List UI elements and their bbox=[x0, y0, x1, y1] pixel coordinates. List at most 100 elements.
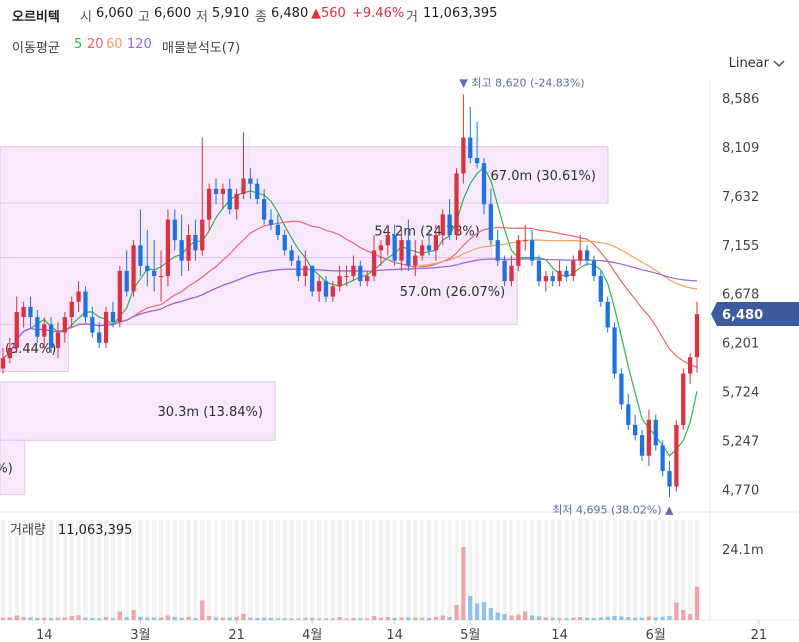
volume-bar-bg bbox=[385, 520, 390, 617]
candle-body bbox=[413, 255, 418, 266]
high-label: 고 bbox=[138, 10, 150, 25]
candle-body bbox=[550, 276, 555, 282]
volume-bar-bg bbox=[275, 520, 280, 619]
volume-bar-bg bbox=[639, 520, 645, 618]
candle-body bbox=[200, 219, 205, 251]
volume-bar bbox=[598, 617, 603, 620]
candle-body bbox=[488, 204, 493, 241]
volume-bar bbox=[358, 618, 363, 620]
volume-bar-bg bbox=[406, 520, 411, 618]
chevron-down-icon[interactable] bbox=[771, 55, 787, 71]
volume-bar-bg bbox=[605, 520, 610, 617]
candle-body bbox=[165, 219, 171, 277]
volume-bar bbox=[605, 616, 610, 620]
candle-body bbox=[619, 373, 624, 405]
candle-body bbox=[158, 276, 164, 278]
volume-bar bbox=[200, 600, 205, 620]
volume-bar-bg bbox=[344, 520, 349, 619]
volume-bar-bg bbox=[378, 520, 384, 618]
volume-bar-bg bbox=[420, 520, 425, 618]
open-label: 시 bbox=[80, 10, 92, 25]
volume-bar bbox=[310, 617, 315, 620]
candle-body bbox=[110, 312, 116, 323]
volume-bar-bg bbox=[646, 520, 652, 617]
candle-body bbox=[48, 324, 54, 348]
volume-profile-label: 2.73m (1.25%) bbox=[0, 462, 13, 477]
volume-bar-bg bbox=[14, 520, 19, 616]
x-tick-label: 6월 bbox=[646, 628, 666, 642]
volume-bar bbox=[481, 601, 487, 620]
candle-body bbox=[495, 240, 500, 261]
candle-body bbox=[694, 314, 700, 358]
volume-bar-bg bbox=[330, 520, 335, 619]
volume-bar-bg bbox=[474, 520, 480, 604]
volume-bar-bg bbox=[633, 520, 638, 618]
candle-body bbox=[255, 183, 260, 200]
volume-bar bbox=[468, 595, 473, 620]
volume-bar bbox=[323, 618, 329, 620]
volume-profile-label[interactable]: 매물분석도(7) bbox=[162, 41, 241, 56]
ma-label[interactable]: 이동평균 bbox=[12, 41, 60, 56]
volume-bar-bg bbox=[323, 520, 329, 619]
volume-bar bbox=[0, 617, 6, 620]
ma5-label[interactable]: 5 bbox=[74, 37, 83, 52]
x-tick-label: 5월 bbox=[460, 628, 480, 642]
volume-bar bbox=[186, 616, 191, 620]
volume-bar-bg bbox=[571, 520, 576, 618]
candle-body bbox=[440, 214, 445, 236]
candle-body bbox=[557, 270, 562, 282]
volume-bar-bg bbox=[543, 520, 548, 618]
candle-body bbox=[275, 224, 280, 236]
volume-bar bbox=[681, 609, 686, 620]
scale-select[interactable]: Linear bbox=[728, 56, 769, 71]
volume-bar bbox=[674, 602, 679, 620]
volume-bar-bg bbox=[227, 520, 232, 618]
candle-body bbox=[303, 265, 308, 277]
y-tick-label: 5,247 bbox=[722, 435, 759, 450]
volume-profile-bar bbox=[0, 146, 609, 204]
volume-pane-value: 11,063,395 bbox=[58, 523, 132, 538]
volume-bar bbox=[406, 617, 411, 620]
volume-profile-label: 30.3m (13.84%) bbox=[157, 405, 262, 420]
y-tick-label: 7,155 bbox=[722, 239, 759, 254]
volume-bar bbox=[213, 617, 219, 620]
volume-bar-bg bbox=[152, 520, 157, 618]
ma20-label[interactable]: 20 bbox=[87, 37, 104, 52]
candle-body bbox=[461, 137, 466, 174]
volume-bar bbox=[289, 618, 294, 620]
volume-bar-bg bbox=[207, 520, 212, 616]
volume-profile-bar bbox=[0, 381, 276, 441]
volume-bar bbox=[619, 616, 624, 620]
volume-bar bbox=[48, 617, 54, 620]
candle-body bbox=[523, 240, 528, 242]
candle-body bbox=[227, 188, 232, 210]
candle-body bbox=[28, 306, 33, 318]
volume-bar-bg bbox=[303, 520, 308, 618]
volume-bar-bg bbox=[481, 520, 487, 602]
candle-body bbox=[674, 424, 679, 487]
ma120-label[interactable]: 120 bbox=[127, 37, 152, 52]
candle-body bbox=[426, 245, 432, 251]
candle-body bbox=[687, 357, 693, 374]
volume-bar bbox=[255, 617, 260, 620]
candle-body bbox=[172, 219, 177, 241]
volume-bar-bg bbox=[138, 520, 143, 617]
volume-bar bbox=[694, 586, 700, 620]
volume-bar-bg bbox=[310, 520, 315, 618]
volume-bar bbox=[447, 616, 452, 620]
ma60-label[interactable]: 60 bbox=[106, 37, 123, 52]
candle-body bbox=[296, 260, 301, 277]
candle-body bbox=[152, 270, 157, 277]
candle-body bbox=[516, 240, 521, 266]
volume-bar-bg bbox=[509, 520, 514, 616]
volume-bar bbox=[124, 616, 129, 620]
candle-body bbox=[186, 235, 191, 261]
volume-bar bbox=[117, 611, 122, 620]
volume-bar bbox=[502, 613, 507, 620]
volume-bar-bg bbox=[131, 520, 136, 610]
candle-body bbox=[378, 245, 384, 251]
volume-bar bbox=[220, 617, 226, 620]
volume-bar bbox=[523, 611, 528, 620]
candle-body bbox=[351, 265, 356, 277]
